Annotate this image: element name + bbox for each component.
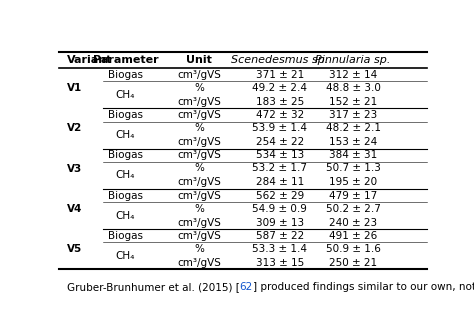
Text: 53.2 ± 1.7
284 ± 11: 53.2 ± 1.7 284 ± 11 — [252, 163, 307, 187]
Text: Parameter: Parameter — [92, 55, 158, 65]
Text: 50.7 ± 1.3
195 ± 20: 50.7 ± 1.3 195 ± 20 — [326, 163, 381, 187]
Text: %
cm³/gVS: % cm³/gVS — [177, 123, 221, 147]
Text: 317 ± 23: 317 ± 23 — [329, 110, 377, 120]
Text: V4: V4 — [66, 204, 82, 214]
Text: V3: V3 — [66, 164, 82, 174]
Text: 534 ± 13: 534 ± 13 — [255, 150, 304, 160]
Text: V1: V1 — [66, 83, 82, 93]
Text: cm³/gVS: cm³/gVS — [177, 110, 221, 120]
Text: CH₄: CH₄ — [116, 130, 135, 140]
Text: %
cm³/gVS: % cm³/gVS — [177, 163, 221, 187]
Text: 491 ± 26: 491 ± 26 — [329, 231, 377, 241]
Text: 384 ± 31: 384 ± 31 — [329, 150, 377, 160]
Text: Unit: Unit — [186, 55, 212, 65]
Text: 62: 62 — [239, 282, 253, 292]
Text: 479 ± 17: 479 ± 17 — [329, 191, 377, 201]
Text: Biogas: Biogas — [108, 191, 143, 201]
Text: 54.9 ± 0.9
309 ± 13: 54.9 ± 0.9 309 ± 13 — [252, 204, 307, 227]
Text: CH₄: CH₄ — [116, 211, 135, 221]
Text: CH₄: CH₄ — [116, 251, 135, 261]
Text: 49.2 ± 2.4
183 ± 25: 49.2 ± 2.4 183 ± 25 — [252, 83, 307, 107]
Text: Biogas: Biogas — [108, 70, 143, 80]
Text: 371 ± 21: 371 ± 21 — [255, 70, 304, 80]
Text: %
cm³/gVS: % cm³/gVS — [177, 204, 221, 227]
Text: Biogas: Biogas — [108, 231, 143, 241]
Text: CH₄: CH₄ — [116, 90, 135, 100]
Text: 53.9 ± 1.4
254 ± 22: 53.9 ± 1.4 254 ± 22 — [252, 123, 307, 147]
Text: Pinnularia sp.: Pinnularia sp. — [315, 55, 391, 65]
Text: cm³/gVS: cm³/gVS — [177, 191, 221, 201]
Text: V5: V5 — [66, 244, 82, 254]
Text: Variant: Variant — [66, 55, 112, 65]
Text: Gruber-Brunhumer et al. (2015) [: Gruber-Brunhumer et al. (2015) [ — [66, 282, 239, 292]
Text: cm³/gVS: cm³/gVS — [177, 150, 221, 160]
Text: 562 ± 29: 562 ± 29 — [255, 191, 304, 201]
Text: ] produced findings similar to our own, noti: ] produced findings similar to our own, … — [253, 282, 474, 292]
Text: %
cm³/gVS: % cm³/gVS — [177, 244, 221, 268]
Text: cm³/gVS: cm³/gVS — [177, 70, 221, 80]
Text: 472 ± 32: 472 ± 32 — [255, 110, 304, 120]
Text: CH₄: CH₄ — [116, 170, 135, 180]
Text: 312 ± 14: 312 ± 14 — [329, 70, 377, 80]
Text: 53.3 ± 1.4
313 ± 15: 53.3 ± 1.4 313 ± 15 — [252, 244, 307, 268]
Text: 48.2 ± 2.1
153 ± 24: 48.2 ± 2.1 153 ± 24 — [326, 123, 381, 147]
Text: Biogas: Biogas — [108, 150, 143, 160]
Text: Biogas: Biogas — [108, 110, 143, 120]
Text: 50.9 ± 1.6
250 ± 21: 50.9 ± 1.6 250 ± 21 — [326, 244, 381, 268]
Text: 50.2 ± 2.7
240 ± 23: 50.2 ± 2.7 240 ± 23 — [326, 204, 381, 227]
Text: 587 ± 22: 587 ± 22 — [255, 231, 304, 241]
Text: %
cm³/gVS: % cm³/gVS — [177, 83, 221, 107]
Text: V2: V2 — [66, 123, 82, 133]
Text: 48.8 ± 3.0
152 ± 21: 48.8 ± 3.0 152 ± 21 — [326, 83, 381, 107]
Text: Scenedesmus sp.: Scenedesmus sp. — [231, 55, 328, 65]
Text: cm³/gVS: cm³/gVS — [177, 231, 221, 241]
